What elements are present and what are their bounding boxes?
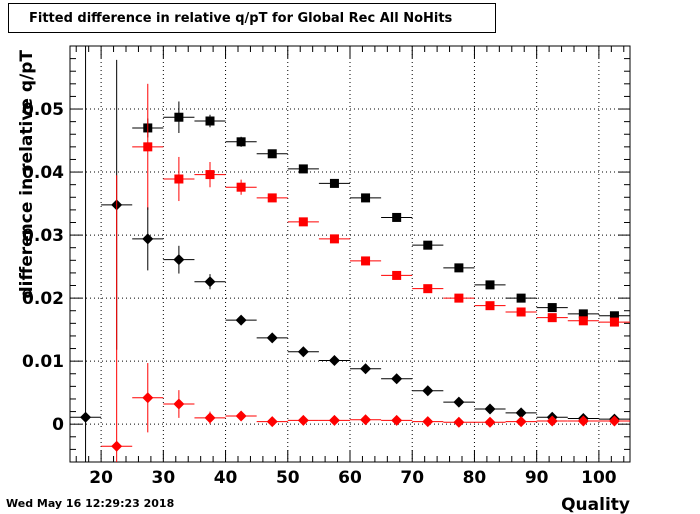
y-tick-label: 0.02 (22, 289, 64, 309)
data-point-square (298, 164, 308, 174)
data-point-square (329, 234, 339, 244)
data-point-square (609, 311, 619, 321)
data-point-diamond (173, 254, 185, 266)
data-point-diamond (142, 392, 154, 404)
data-point-square (578, 309, 588, 319)
y-tick-label: 0.01 (22, 352, 64, 372)
x-tick-label: 60 (338, 468, 362, 488)
data-point-diamond (266, 416, 278, 428)
data-series-3 (101, 175, 630, 462)
data-point-diamond (360, 414, 372, 426)
chart-title: Fitted difference in relative q/pT for G… (29, 11, 453, 26)
data-point-square (298, 217, 308, 227)
data-point-diamond (484, 403, 496, 415)
data-point-diamond (484, 416, 496, 428)
data-point-diamond (422, 385, 434, 397)
data-series-0 (132, 101, 630, 321)
data-point-square (423, 284, 433, 294)
data-point-square (485, 301, 495, 311)
data-point-diamond (577, 415, 589, 427)
x-tick-label: 70 (400, 468, 424, 488)
data-point-square (485, 280, 495, 290)
data-point-diamond (515, 416, 527, 428)
data-point-diamond (328, 355, 340, 367)
data-point-square (361, 193, 371, 203)
data-point-square (516, 307, 526, 317)
data-point-square (174, 112, 184, 122)
data-point-diamond (453, 416, 465, 428)
x-tick-label: 20 (89, 468, 113, 488)
data-point-square (547, 303, 557, 313)
data-point-square (236, 137, 246, 147)
data-point-diamond (235, 410, 247, 422)
data-point-diamond (142, 233, 154, 245)
data-point-diamond (235, 314, 247, 326)
data-point-square (547, 313, 557, 323)
data-point-diamond (173, 398, 185, 410)
data-point-diamond (80, 411, 92, 423)
data-point-square (205, 116, 215, 126)
data-point-square (454, 263, 464, 273)
data-point-square (392, 270, 402, 280)
x-tick-label: 80 (463, 468, 487, 488)
data-point-square (516, 293, 526, 303)
x-tick-label: 100 (581, 468, 617, 488)
chart-title-box: Fitted difference in relative q/pT for G… (8, 3, 496, 33)
x-tick-label: 30 (151, 468, 175, 488)
y-tick-label: 0 (52, 415, 64, 435)
data-point-diamond (204, 412, 216, 424)
data-point-diamond (360, 363, 372, 375)
data-point-square (454, 293, 464, 303)
data-point-square (236, 182, 246, 192)
y-tick-label: 0.03 (22, 226, 64, 246)
x-tick-label: 90 (525, 468, 549, 488)
x-axis-label: Quality (561, 495, 630, 514)
data-point-square (361, 256, 371, 266)
y-axis-label: difference in relative q/pT (17, 50, 37, 299)
data-point-diamond (204, 276, 216, 288)
data-point-diamond (608, 415, 620, 427)
data-point-square (329, 178, 339, 188)
data-point-square (267, 193, 277, 203)
data-point-diamond (297, 414, 309, 426)
data-point-diamond (266, 332, 278, 344)
data-point-square (609, 317, 619, 327)
data-point-diamond (391, 373, 403, 385)
data-point-diamond (546, 415, 558, 427)
y-tick-label: 0.05 (22, 100, 64, 120)
timestamp: Wed May 16 12:29:23 2018 (6, 497, 175, 510)
y-tick-label: 0.04 (22, 163, 64, 183)
x-tick-label: 50 (276, 468, 300, 488)
data-point-diamond (297, 346, 309, 358)
data-point-square (392, 212, 402, 222)
data-point-diamond (111, 440, 123, 452)
data-point-square (267, 149, 277, 159)
data-point-diamond (328, 414, 340, 426)
data-point-diamond (515, 407, 527, 419)
data-point-square (578, 316, 588, 326)
data-point-square (205, 170, 215, 180)
data-point-diamond (453, 396, 465, 408)
data-series-1 (132, 83, 630, 327)
data-point-square (174, 174, 184, 184)
data-point-square (143, 142, 153, 152)
data-point-diamond (422, 416, 434, 428)
data-point-square (423, 240, 433, 250)
data-point-diamond (391, 414, 403, 426)
x-tick-label: 40 (214, 468, 238, 488)
